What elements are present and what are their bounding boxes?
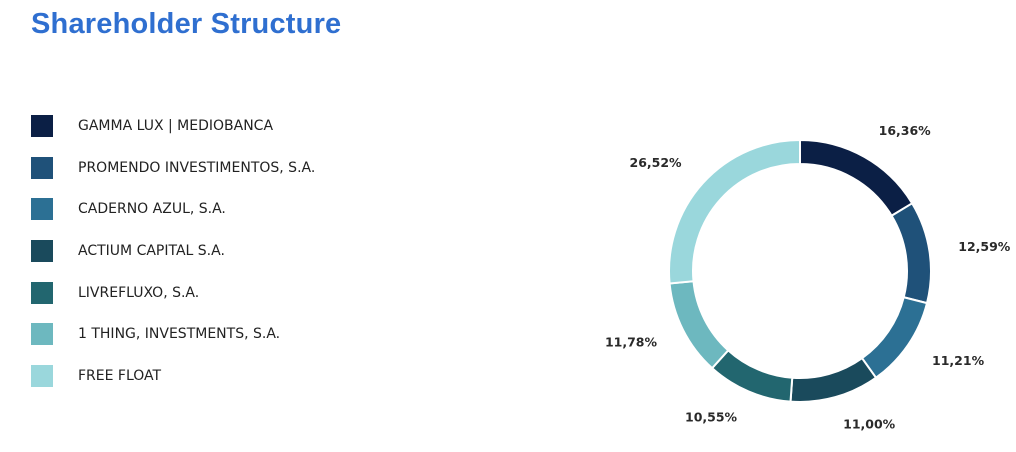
donut-labels: 16,36% 12,59% 11,21% 11,00% 10,55% 11,78% 26,5… [605, 123, 1011, 431]
slice-value-label: 26,52% [630, 155, 683, 170]
donut-slice [710, 348, 794, 403]
legend-label: LIVREFLUXO, S.A. [78, 284, 200, 301]
donut-slices [668, 138, 932, 403]
legend-swatch [31, 198, 53, 221]
donut-slice [668, 138, 801, 285]
slice-value-label: 16,36% [879, 123, 932, 138]
legend-item: ACTIUM CAPITAL S.A. [31, 240, 315, 263]
legend-label: ACTIUM CAPITAL S.A. [78, 243, 225, 260]
legend-swatch [31, 365, 53, 388]
legend-swatch [31, 240, 53, 263]
chart-legend: GAMMA LUX | MEDIOBANCA PROMENDO INVESTIME… [31, 115, 315, 407]
legend-swatch [31, 156, 53, 179]
donut-slice [890, 201, 932, 305]
slice-value-label: 11,78% [605, 334, 658, 349]
slice-value-label: 11,00% [843, 417, 896, 432]
legend-label: CADERNO AZUL, S.A. [78, 201, 226, 218]
donut-slice [789, 356, 878, 403]
page-title: Shareholder Structure [31, 8, 342, 40]
legend-item: LIVREFLUXO, S.A. [31, 281, 315, 304]
legend-label: 1 THING, INVESTMENTS, S.A. [78, 326, 281, 343]
slice-value-label: 12,59% [958, 239, 1011, 254]
legend-label: PROMENDO INVESTIMENTOS, S.A. [78, 159, 316, 176]
donut-slice [860, 296, 929, 380]
legend-item: FREE FLOAT [31, 365, 315, 388]
donut-slice [799, 138, 914, 218]
legend-item: PROMENDO INVESTIMENTOS, S.A. [31, 156, 316, 179]
legend-item: 1 THING, INVESTMENTS, S.A. [31, 323, 315, 346]
legend-item: CADERNO AZUL, S.A. [31, 198, 315, 221]
legend-item: GAMMA LUX | MEDIOBANCA [31, 115, 315, 137]
legend-swatch [31, 323, 53, 346]
slice-value-label: 11,21% [932, 353, 985, 368]
legend-label: GAMMA LUX | MEDIOBANCA [78, 118, 274, 134]
donut-slice [668, 280, 730, 370]
legend-swatch [31, 115, 53, 137]
legend-label: FREE FLOAT [78, 368, 162, 385]
slice-value-label: 10,55% [685, 410, 738, 425]
legend-swatch [31, 281, 53, 304]
